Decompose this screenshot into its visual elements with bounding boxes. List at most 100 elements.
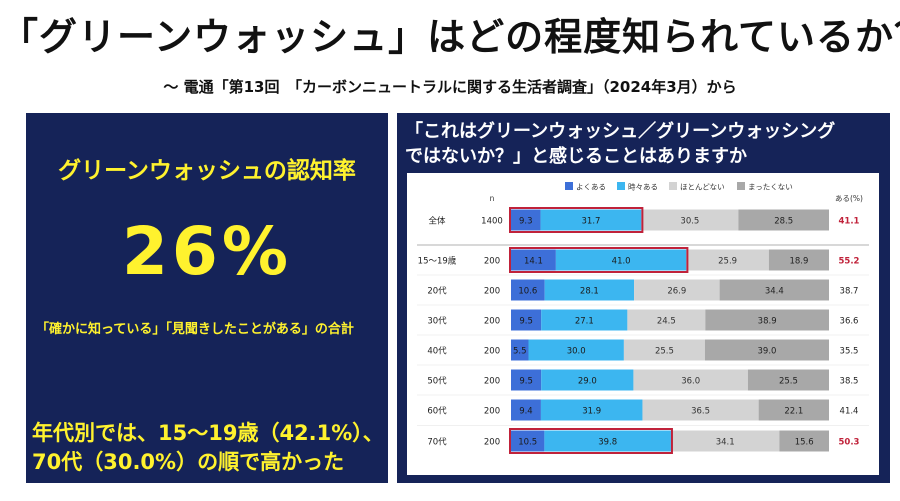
bar-segment-2-3 — [686, 249, 769, 271]
bar-segment-5-2 — [528, 339, 624, 361]
row-n-1: 1400 — [481, 217, 503, 227]
bar-segment-2-2 — [555, 249, 687, 271]
highlight-box-2 — [509, 247, 689, 273]
bar-value-label-5-2: 30.0 — [567, 347, 586, 357]
bar-value-label-8-3: 34.1 — [716, 438, 735, 448]
bar-segment-3-1 — [511, 279, 545, 301]
bar-value-label-6-2: 29.0 — [578, 377, 597, 387]
bar-segment-7-4 — [758, 399, 829, 421]
row-aru-total-1: 41.1 — [839, 217, 860, 227]
legend-label-4: まったくない — [748, 183, 793, 192]
bar-segment-6-3 — [633, 369, 748, 391]
bar-value-label-3-4: 34.4 — [765, 287, 784, 297]
bar-value-label-2-2: 41.0 — [612, 257, 631, 267]
bar-value-label-2-4: 18.9 — [789, 257, 808, 267]
row-label-7: 60代 — [427, 406, 447, 417]
bar-segment-4-3 — [627, 309, 706, 331]
row-label-4: 30代 — [427, 316, 447, 327]
bar-segment-1-4 — [738, 209, 829, 231]
row-aru-total-4: 36.6 — [840, 317, 859, 327]
row-aru-total-7: 41.4 — [840, 407, 859, 417]
page-subtitle: ～ 電通「第13回 「カーボンニュートラルに関する生活者調査」（2024年3月）… — [163, 78, 737, 96]
age-summary-line-2: 70代（30.0%）の順で高かった — [32, 450, 345, 474]
bar-value-label-2-1: 14.1 — [524, 257, 543, 267]
n-column-header: n — [490, 194, 495, 203]
bar-segment-5-3 — [623, 339, 705, 361]
row-n-8: 200 — [484, 438, 500, 448]
bar-value-label-6-1: 9.5 — [519, 377, 533, 387]
bar-value-label-7-1: 9.4 — [519, 407, 533, 417]
bar-segment-8-3 — [670, 430, 780, 452]
bar-value-label-4-3: 24.5 — [657, 317, 676, 327]
bar-value-label-6-3: 36.0 — [681, 377, 700, 387]
bar-value-label-7-2: 31.9 — [582, 407, 601, 417]
bar-segment-8-2 — [544, 430, 671, 452]
bar-segment-7-1 — [511, 399, 541, 421]
page-title: 「グリーンウォッシュ」はどの程度知られているか？ — [0, 15, 900, 59]
row-aru-total-2: 55.2 — [839, 257, 860, 267]
bar-value-label-1-3: 30.5 — [680, 217, 699, 227]
row-label-5: 40代 — [427, 346, 447, 357]
bar-value-label-7-3: 36.5 — [691, 407, 710, 417]
awareness-rate: 26% — [122, 213, 292, 290]
row-label-2: 15～19歳 — [418, 256, 457, 267]
bar-value-label-3-3: 26.9 — [667, 287, 686, 297]
bar-segment-4-1 — [511, 309, 542, 331]
awareness-panel: グリーンウォッシュの認知率 26% 「確かに知っている」「見聞きしたことがある」… — [26, 113, 388, 483]
awareness-heading: グリーンウォッシュの認知率 — [58, 158, 356, 184]
bar-value-label-5-3: 25.5 — [655, 347, 674, 357]
bar-value-label-5-4: 39.0 — [758, 347, 777, 357]
row-aru-total-6: 38.5 — [840, 377, 859, 387]
row-aru-total-8: 50.3 — [839, 438, 860, 448]
bar-value-label-6-4: 25.5 — [779, 377, 798, 387]
survey-question: 「これはグリーンウォッシュ／グリーンウォッシング ではないか？」と感じることはあ… — [405, 119, 885, 169]
row-label-8: 70代 — [427, 437, 447, 448]
bar-value-label-8-2: 39.8 — [598, 438, 617, 448]
age-summary-line-1: 年代別では、15～19歳（42.1%）、 — [32, 421, 384, 445]
bar-value-label-4-4: 38.9 — [758, 317, 777, 327]
aru-column-header: ある(%) — [835, 194, 863, 203]
legend-swatch-4 — [737, 182, 745, 190]
chart-container: よくある 時々ある ほとんどない まったくない n ある(%) 全体 1400 9.3 31.7 3… — [407, 173, 879, 475]
bar-value-label-3-2: 28.1 — [580, 287, 599, 297]
bar-value-label-7-4: 22.1 — [784, 407, 803, 417]
bar-segment-1-2 — [540, 209, 642, 231]
bar-value-label-4-2: 27.1 — [575, 317, 594, 327]
bar-segment-2-4 — [768, 249, 829, 271]
bar-segment-8-4 — [779, 430, 829, 452]
bar-value-label-1-2: 31.7 — [582, 217, 601, 227]
bar-segment-1-3 — [641, 209, 739, 231]
bar-segment-2-1 — [511, 249, 556, 271]
legend-swatch-2 — [617, 182, 625, 190]
highlight-box-1 — [509, 207, 644, 233]
bar-segment-3-4 — [719, 279, 829, 301]
row-label-1: 全体 — [428, 216, 446, 227]
bar-segment-8-1 — [511, 430, 545, 452]
legend-swatch-3 — [669, 182, 677, 190]
bar-value-label-8-4: 15.6 — [795, 438, 814, 448]
highlight-box-8 — [509, 428, 673, 454]
row-n-6: 200 — [484, 377, 500, 387]
legend-label-2: 時々ある — [628, 183, 658, 192]
legend-label-3: ほとんどない — [680, 183, 725, 192]
survey-question-line-2: ではないか？」と感じることはありますか — [405, 146, 747, 167]
row-n-5: 200 — [484, 347, 500, 357]
row-aru-total-3: 38.7 — [840, 287, 859, 297]
survey-panel: 「これはグリーンウォッシュ／グリーンウォッシング ではないか？」と感じることはあ… — [397, 113, 890, 483]
bar-segment-1-1 — [511, 209, 541, 231]
bar-segment-3-3 — [634, 279, 720, 301]
bar-value-label-5-1: 5.5 — [513, 347, 527, 357]
row-label-3: 20代 — [427, 286, 447, 297]
bar-segment-6-1 — [511, 369, 542, 391]
bar-segment-6-4 — [747, 369, 829, 391]
bar-value-label-4-1: 9.5 — [519, 317, 533, 327]
bar-segment-3-2 — [544, 279, 635, 301]
row-label-6: 50代 — [427, 376, 447, 387]
row-n-2: 200 — [484, 257, 500, 267]
bar-segment-7-2 — [540, 399, 643, 421]
age-summary: 年代別では、15～19歳（42.1%）、 70代（30.0%）の順で高かった — [32, 419, 388, 477]
stacked-bar-chart: よくある 時々ある ほとんどない まったくない n ある(%) 全体 1400 9.3 31.7 3… — [417, 182, 869, 454]
bar-value-label-8-1: 10.5 — [518, 438, 537, 448]
row-n-3: 200 — [484, 287, 500, 297]
bar-value-label-1-4: 28.5 — [774, 217, 793, 227]
